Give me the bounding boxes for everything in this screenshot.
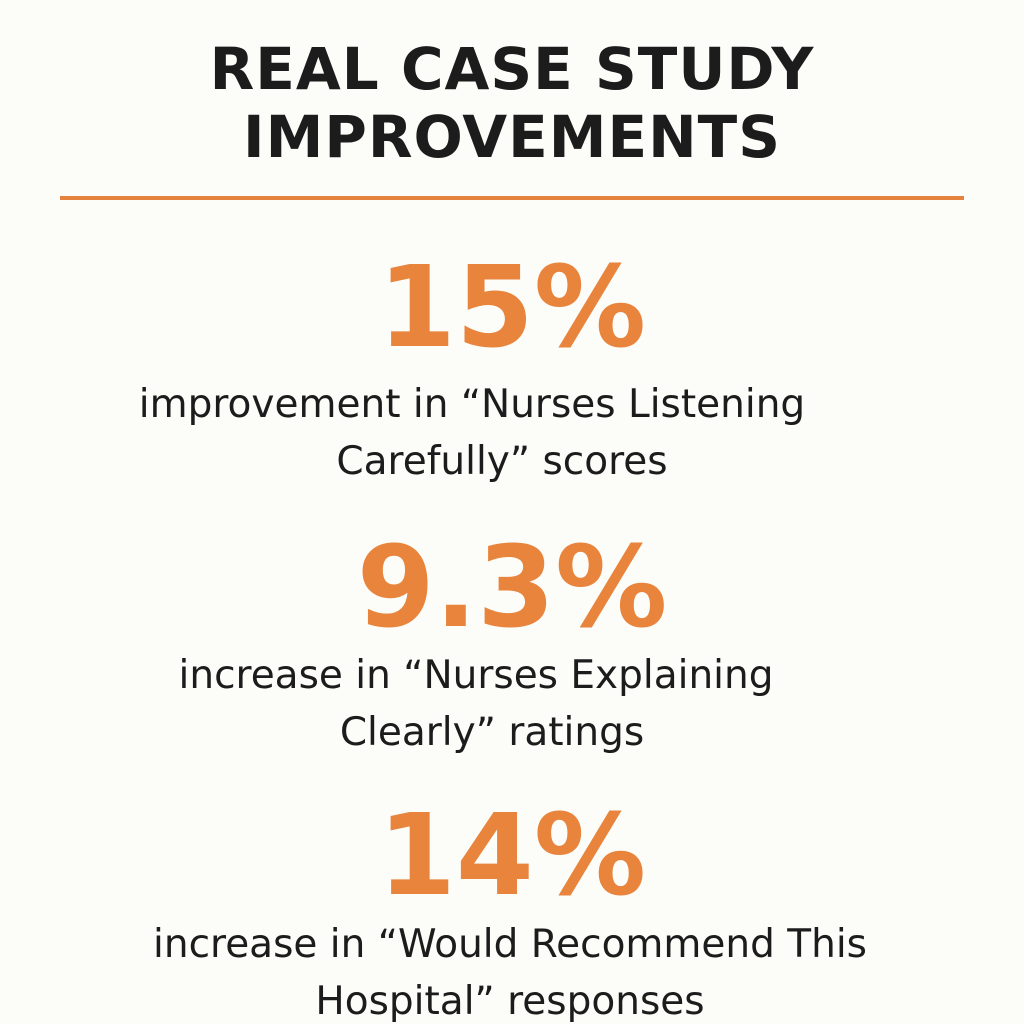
stat-description-line-2: Carefully” scores (336, 439, 668, 484)
divider (60, 196, 964, 200)
stat-description-line-1: increase in “Nurses Explaining (178, 653, 774, 698)
stat-value: 15% (377, 243, 647, 373)
stat-description-line-2: Hospital” responses (315, 979, 705, 1024)
stat-description-line-1: improvement in “Nurses Listening (138, 382, 806, 427)
page-title-line-2: IMPROVEMENTS (243, 103, 781, 171)
stat-value: 14% (377, 791, 647, 921)
stat-value: 9.3% (356, 523, 668, 653)
stat-description-line-1: increase in “Would Recommend This (153, 922, 867, 967)
stat-description-line-2: Clearly” ratings (339, 710, 645, 755)
page-title-line-1: REAL CASE STUDY (209, 35, 815, 103)
